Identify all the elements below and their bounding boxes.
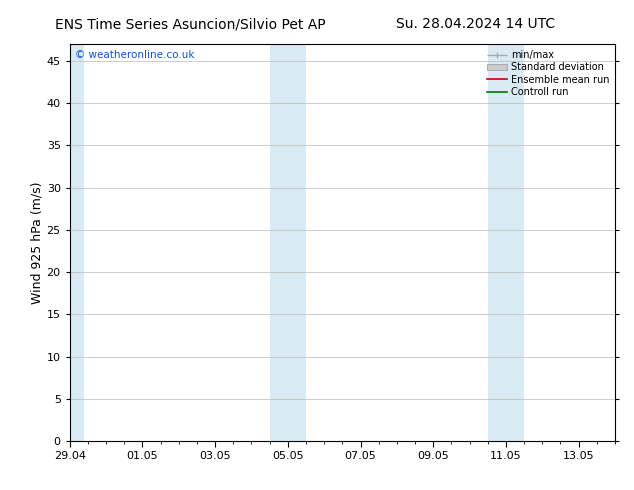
Bar bbox=[70, 44, 84, 441]
Text: © weatheronline.co.uk: © weatheronline.co.uk bbox=[75, 50, 195, 60]
Text: ENS Time Series Asuncion/Silvio Pet AP: ENS Time Series Asuncion/Silvio Pet AP bbox=[55, 17, 325, 31]
Bar bbox=[269, 44, 306, 441]
Text: Su. 28.04.2024 14 UTC: Su. 28.04.2024 14 UTC bbox=[396, 17, 555, 31]
Bar bbox=[488, 44, 524, 441]
Y-axis label: Wind 925 hPa (m/s): Wind 925 hPa (m/s) bbox=[31, 181, 44, 304]
Legend: min/max, Standard deviation, Ensemble mean run, Controll run: min/max, Standard deviation, Ensemble me… bbox=[484, 47, 612, 100]
